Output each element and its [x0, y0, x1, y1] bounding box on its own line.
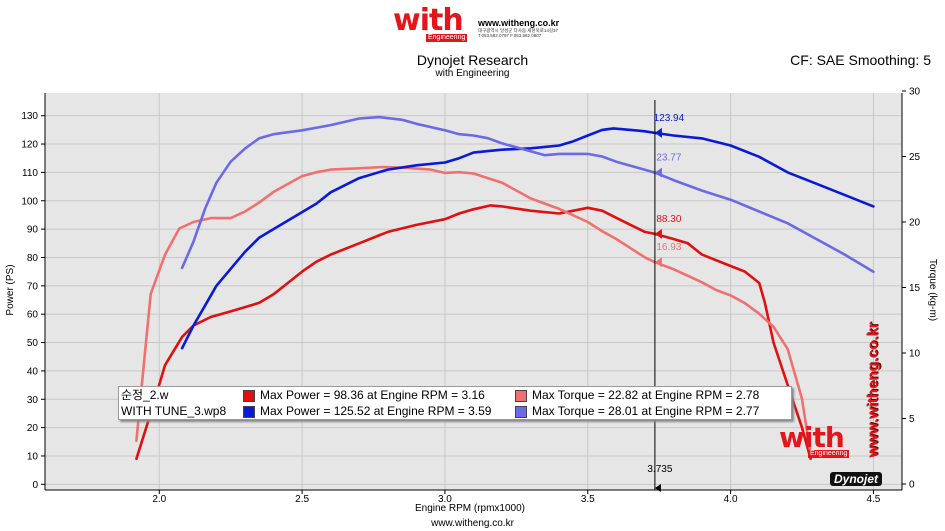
correction-factor-label: CF: SAE Smoothing: 5 [790, 52, 931, 68]
tick-labels: 2.0 2.5 3.0 3.5 4.0 4.50102030405060708090100… [21, 87, 920, 506]
y-right-tick-label: 10 [909, 349, 921, 360]
chart-subtitle: with Engineering [435, 68, 510, 79]
side-logo: with [779, 421, 845, 454]
cursor-value-label: 88.30 [656, 214, 681, 225]
legend-torque-swatch [515, 406, 527, 418]
y-left-tick-label: 100 [21, 196, 38, 207]
legend-row: 순정_2.w Max Power = 98.36 at Engine RPM =… [119, 387, 791, 403]
y-left-tick-label: 0 [32, 480, 38, 491]
y-right-tick-label: 5 [909, 414, 915, 425]
y-right-tick-label: 15 [909, 283, 921, 294]
x-tick-label: 4.0 [724, 494, 738, 505]
cursor-rpm-label: 3.735 [647, 464, 672, 475]
legend-row: WITH TUNE_3.wp8 Max Power = 125.52 at En… [119, 403, 791, 419]
cursor-marker [654, 228, 662, 239]
series-lines [135, 115, 875, 461]
side-vertical-website: www.witheng.co.kr [858, 322, 888, 457]
header-logo: with [393, 3, 464, 38]
series-line-1 [135, 165, 812, 456]
y-left-tick-label: 40 [27, 366, 39, 377]
y-left-tick-label: 90 [27, 225, 39, 236]
dynojet-logo: Dynojet [830, 472, 883, 486]
x-tick-label: 3.5 [581, 494, 595, 505]
series-line-3 [180, 115, 875, 274]
y-right-tick-label: 20 [909, 218, 921, 229]
side-logo-sub: Engineering [808, 450, 850, 458]
y-left-tick-label: 120 [21, 140, 38, 151]
axes [41, 90, 906, 494]
header-website[interactable]: www.witheng.co.kr [478, 18, 560, 28]
plot-area [45, 93, 902, 490]
y-left-tick-label: 30 [27, 395, 39, 406]
series-line-2 [180, 127, 875, 350]
series-line-0 [135, 204, 812, 461]
legend-run-name: 순정_2.w [121, 388, 169, 402]
cursor-marker [654, 257, 662, 268]
x-tick-label: 2.0 [152, 494, 166, 505]
legend-power-swatch [243, 390, 255, 402]
cursor-value-label: 123.94 [654, 113, 685, 124]
legend-torque-swatch [515, 390, 527, 402]
chart-title: Dynojet Research [416, 52, 529, 68]
y-axis-left-label: Power (PS) [5, 264, 16, 315]
y-right-tick-label: 30 [909, 87, 921, 98]
cursor[interactable]: 3.735 88.30 16.93 123.94 23.77 [647, 100, 685, 492]
y-axis-right-label: Torque (kg-m) [927, 259, 938, 321]
legend-max-torque: Max Torque = 28.01 at Engine RPM = 2.77 [532, 404, 760, 418]
y-right-tick-label: 25 [909, 152, 921, 163]
cursor-marker [654, 167, 662, 178]
x-tick-label: 3.0 [438, 494, 452, 505]
x-axis-label: Engine RPM (rpmx1000) [415, 503, 525, 514]
y-right-tick-label: 0 [909, 480, 915, 491]
y-left-tick-label: 110 [22, 168, 38, 179]
legend-max-power: Max Power = 125.52 at Engine RPM = 3.59 [260, 404, 492, 418]
side-vertical-text: www.witheng.co.kr [864, 322, 882, 458]
x-tick-label: 2.5 [295, 494, 309, 505]
y-left-tick-label: 20 [27, 423, 39, 434]
cursor-value-label: 16.93 [656, 242, 681, 253]
legend-run-name: WITH TUNE_3.wp8 [121, 404, 227, 418]
legend: 순정_2.w Max Power = 98.36 at Engine RPM =… [118, 386, 792, 420]
y-left-tick-label: 60 [27, 310, 39, 321]
footer-website[interactable]: www.witheng.co.kr [431, 518, 514, 529]
cursor-marker [654, 127, 662, 138]
legend-max-power: Max Power = 98.36 at Engine RPM = 3.16 [260, 388, 485, 402]
cursor-bottom-marker [654, 484, 661, 492]
y-left-tick-label: 80 [27, 253, 39, 264]
x-tick-label: 4.5 [866, 494, 880, 505]
y-left-tick-label: 50 [27, 338, 39, 349]
cursor-value-label: 23.77 [656, 153, 681, 164]
y-left-tick-label: 130 [21, 111, 38, 122]
header-logo-sub: Engineering [426, 34, 468, 42]
y-left-tick-label: 70 [27, 281, 39, 292]
legend-max-torque: Max Torque = 22.82 at Engine RPM = 2.78 [532, 388, 760, 402]
legend-power-swatch [243, 406, 255, 418]
y-left-tick-label: 10 [27, 451, 39, 462]
header-address: 대구광역시 달성군 다사읍 세천북로14길37 T.053.582.0797 F… [478, 28, 559, 38]
